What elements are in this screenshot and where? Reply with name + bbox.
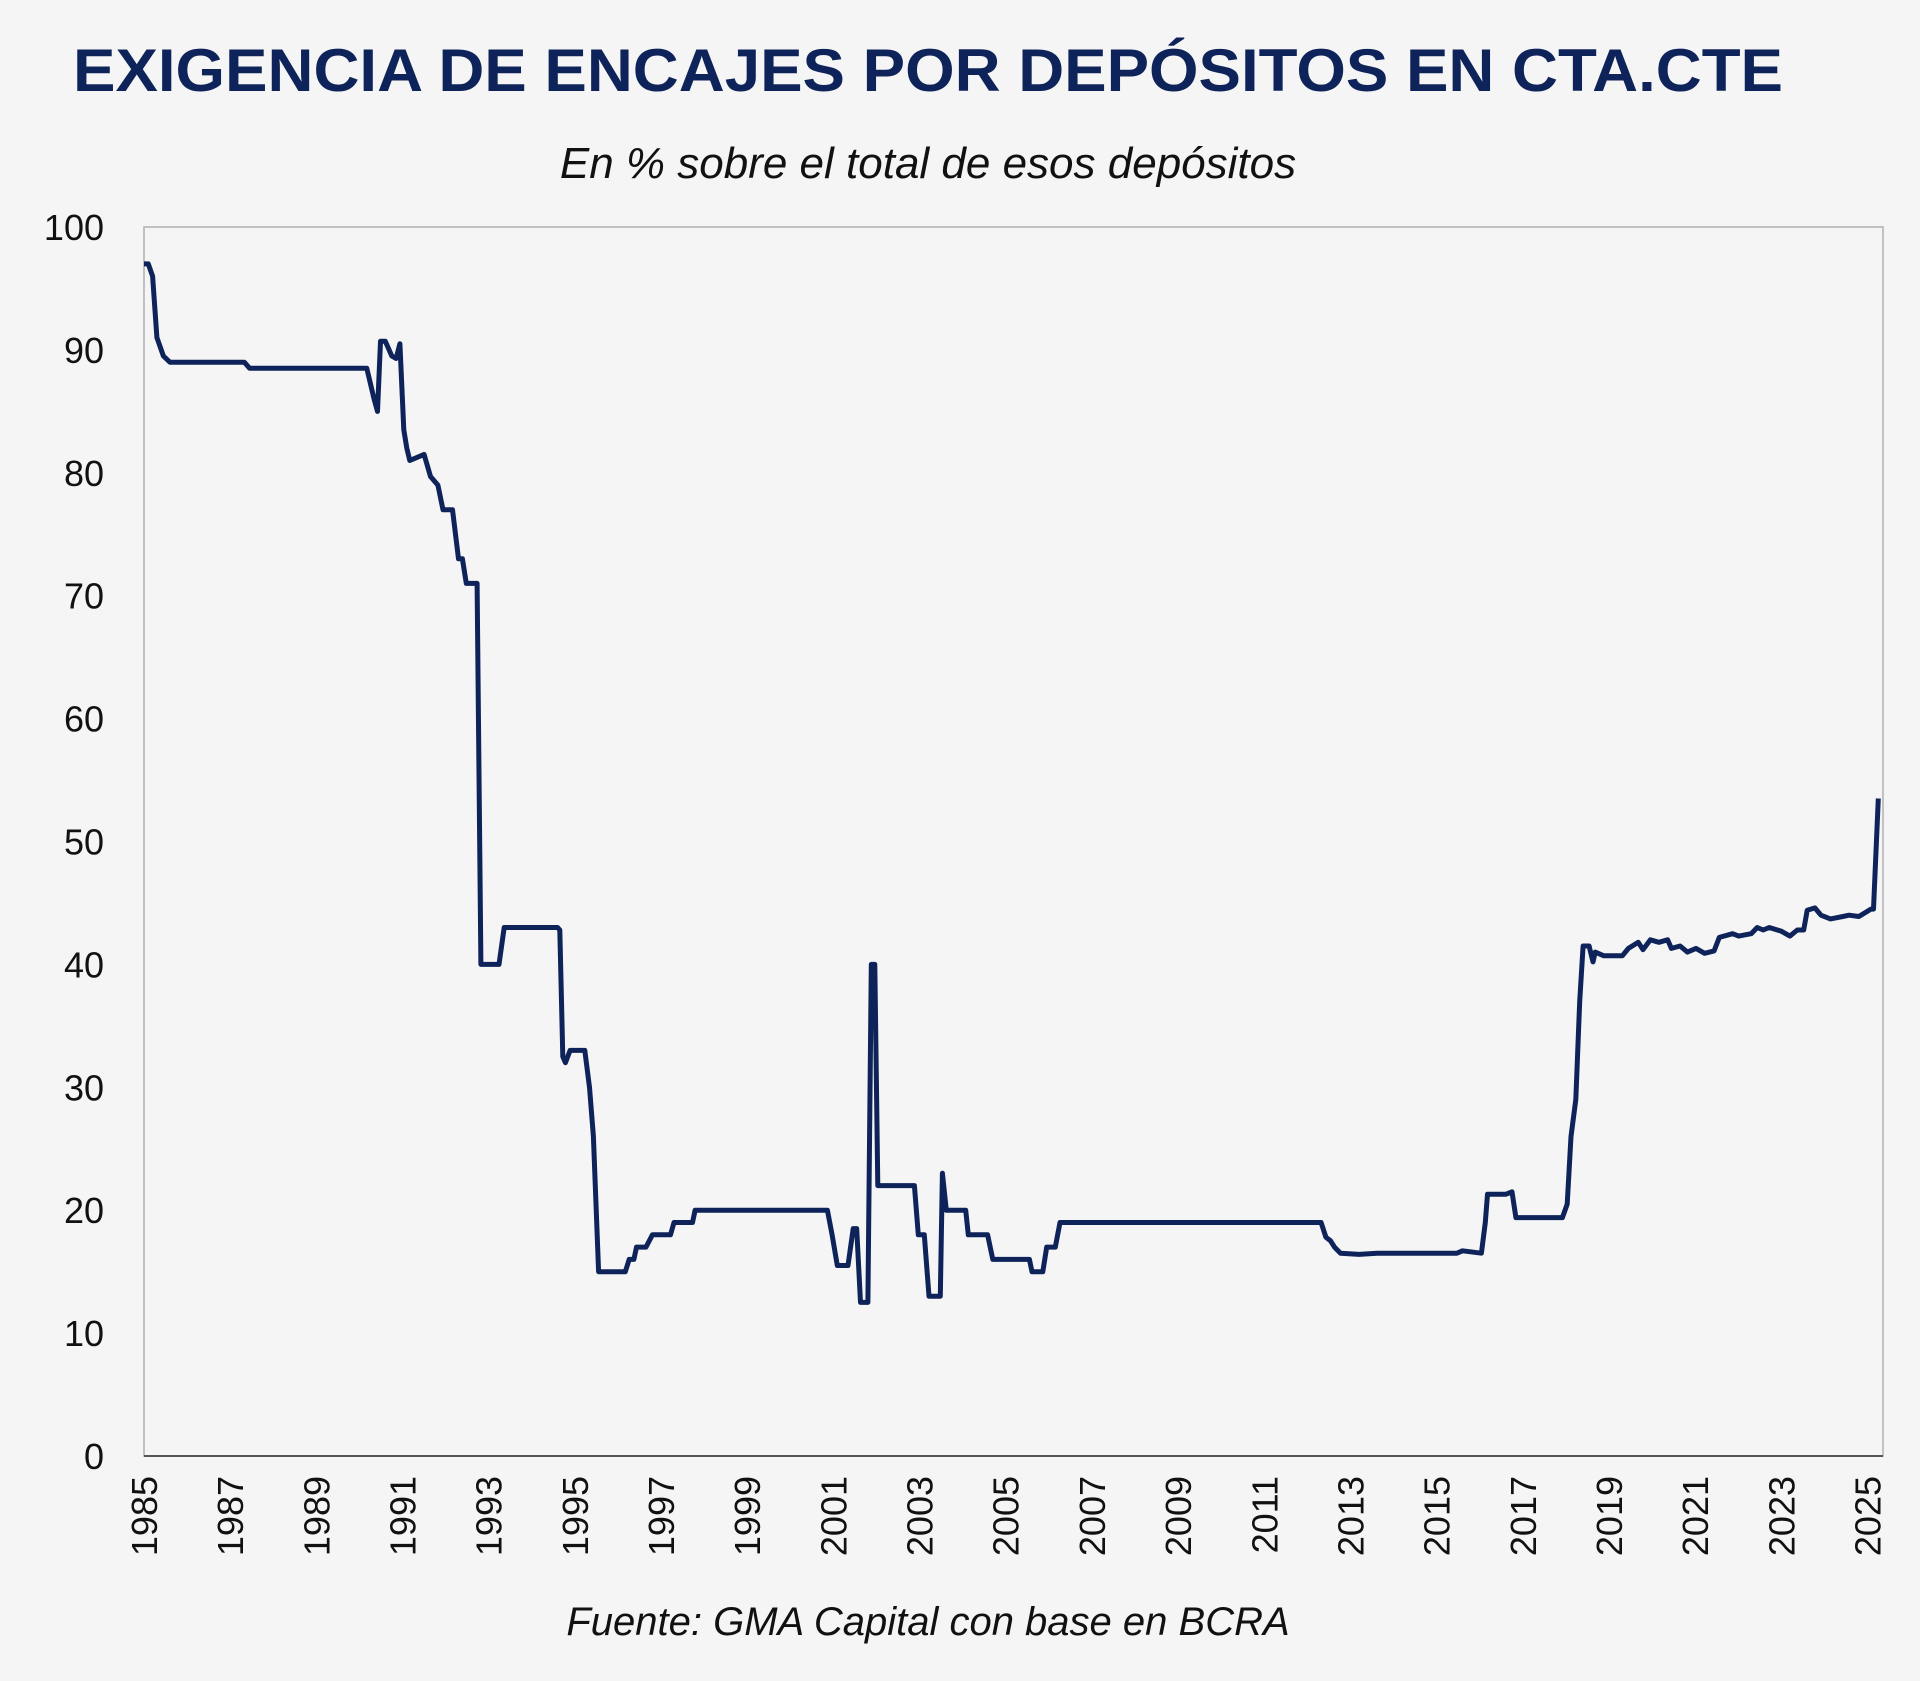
y-tick-label: 50	[64, 822, 104, 863]
x-tick-label: 2001	[813, 1476, 854, 1556]
x-tick-label: 2025	[1847, 1476, 1888, 1556]
x-tick-label: 1995	[555, 1476, 596, 1556]
x-tick-label: 2003	[900, 1476, 941, 1556]
y-tick-label: 60	[64, 699, 104, 740]
x-tick-label: 2023	[1761, 1476, 1802, 1556]
x-tick-label: 2019	[1589, 1476, 1630, 1556]
x-tick-label: 1997	[641, 1476, 682, 1556]
x-tick-label: 2021	[1675, 1476, 1716, 1556]
x-tick-label: 1989	[296, 1476, 337, 1556]
x-tick-label: 1991	[383, 1476, 424, 1556]
y-tick-label: 90	[64, 330, 104, 371]
x-tick-label: 2007	[1072, 1476, 1113, 1556]
x-tick-label: 1987	[210, 1476, 251, 1556]
y-tick-label: 70	[64, 576, 104, 617]
chart-title: EXIGENCIA DE ENCAJES POR DEPÓSITOS EN CT…	[73, 37, 1783, 104]
y-tick-label: 80	[64, 453, 104, 494]
x-tick-label: 1993	[469, 1476, 510, 1556]
chart-subtitle: En % sobre el total de esos depósitos	[560, 139, 1296, 188]
y-tick-label: 10	[64, 1313, 104, 1354]
y-tick-label: 0	[84, 1436, 104, 1477]
plot-area	[143, 226, 1884, 1457]
x-tick-label: 1999	[727, 1476, 768, 1556]
y-tick-label: 30	[64, 1067, 104, 1108]
x-tick-label: 1985	[124, 1476, 165, 1556]
x-tick-label: 2013	[1330, 1476, 1371, 1556]
x-tick-label: 2009	[1158, 1476, 1199, 1556]
y-tick-label: 100	[44, 207, 104, 248]
x-tick-label: 2011	[1244, 1476, 1285, 1553]
x-tick-label: 2015	[1417, 1476, 1458, 1556]
x-tick-label: 2005	[986, 1476, 1027, 1556]
x-tick-label: 2017	[1503, 1476, 1544, 1556]
chart-source: Fuente: GMA Capital con base en BCRA	[566, 1600, 1289, 1644]
y-tick-label: 20	[64, 1190, 104, 1231]
y-tick-label: 40	[64, 944, 104, 985]
series-line	[144, 261, 1881, 1305]
